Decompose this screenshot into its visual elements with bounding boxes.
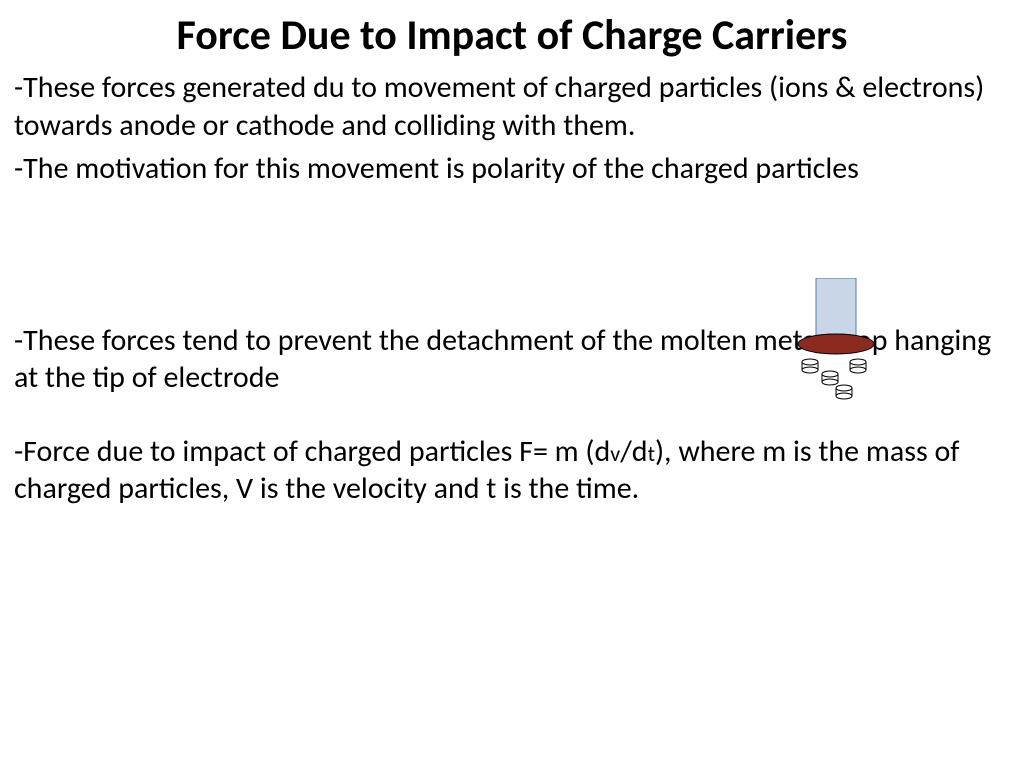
formula-sub-v: v	[610, 440, 620, 467]
formula-pre: -Force due to impact of charged particle…	[14, 433, 610, 470]
slide-title: Force Due to Impact of Charge Carriers	[0, 0, 1024, 69]
formula-mid: /d	[620, 433, 647, 470]
electrode-diagram	[784, 278, 884, 408]
paragraph-1: -These forces generated du to movement o…	[0, 69, 1024, 144]
paragraph-4: -Force due to impact of charged particle…	[0, 433, 1024, 508]
paragraph-2: -The motivation for this movement is pol…	[0, 150, 1024, 188]
formula-sub-t: t	[648, 440, 655, 467]
